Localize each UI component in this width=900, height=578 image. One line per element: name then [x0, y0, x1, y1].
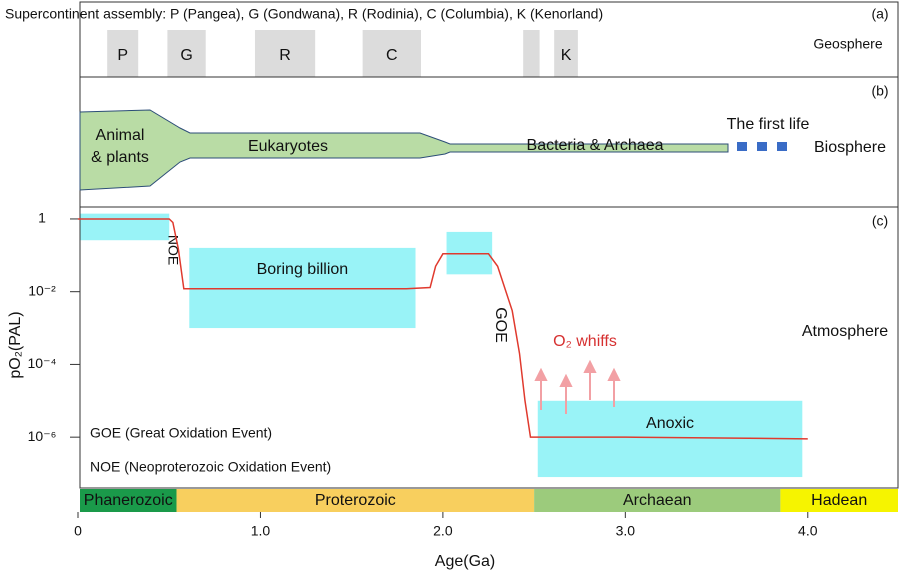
- first-life-marker: [777, 142, 787, 151]
- supercontinent-label: C: [386, 47, 398, 64]
- supercontinent: [107, 30, 139, 77]
- y-tick-label: 10⁻⁶: [28, 428, 57, 444]
- era-label: Archaean: [623, 492, 692, 509]
- y-axis-label: pO₂(PAL): [7, 311, 24, 378]
- supercontinent-label: K: [561, 47, 572, 64]
- band-label: Boring billion: [257, 261, 349, 278]
- supercontinent: [554, 30, 578, 77]
- sphere-label: Biosphere: [814, 139, 886, 156]
- sphere-label: Atmosphere: [802, 323, 888, 340]
- annotation: GOE: [492, 307, 509, 343]
- supercontinent-label: P: [117, 47, 128, 64]
- whiff-arrows: [534, 359, 621, 414]
- x-tick-label: 3.0: [616, 523, 636, 539]
- era-bar: [176, 489, 535, 512]
- y-tick-label: 10⁻²: [28, 282, 56, 298]
- era-bar: [80, 489, 177, 512]
- data-line: [78, 218, 808, 440]
- panel-label: (a): [871, 6, 888, 22]
- annotation: GOE (Great Oxidation Event): [90, 425, 272, 441]
- supercontinent: [167, 30, 206, 77]
- panel-label: (c): [872, 213, 888, 229]
- y-tick-label: 10⁻⁴: [28, 355, 57, 371]
- era-label: Hadean: [811, 492, 867, 509]
- biosphere-group: Animal: [96, 127, 145, 144]
- supercontinent: [362, 30, 421, 77]
- panel-label: (b): [871, 83, 888, 99]
- supercontinent-label: R: [279, 47, 291, 64]
- range-band: [79, 213, 170, 241]
- range-band: [189, 247, 416, 329]
- era-label: Phanerozoic: [84, 492, 173, 509]
- supercontinent-label: G: [180, 47, 192, 64]
- y-tick-label: 1: [38, 210, 46, 226]
- era-label: Proterozoic: [315, 492, 396, 509]
- annotation: O₂ whiffs: [553, 333, 617, 350]
- first-life-marker: [737, 142, 747, 151]
- biosphere-group: The first life: [727, 116, 810, 133]
- biosphere-shape: [79, 109, 729, 191]
- x-axis-label: Age(Ga): [435, 553, 495, 570]
- era-bar: [534, 489, 781, 512]
- annotation: NOE (Neoproterozoic Oxidation Event): [90, 459, 331, 475]
- sphere-label: Geosphere: [813, 36, 882, 52]
- biosphere-group: & plants: [91, 149, 149, 166]
- supercontinent: [254, 30, 316, 77]
- supercontinent: [523, 30, 540, 77]
- biosphere-group: Eukaryotes: [248, 138, 328, 155]
- frame: [79, 1, 899, 489]
- x-tick-label: 4.0: [798, 523, 818, 539]
- biosphere-group: Bacteria & Archaea: [527, 137, 664, 154]
- x-tick-label: 1.0: [251, 523, 271, 539]
- background-layer: [79, 30, 803, 478]
- first-life-marker: [757, 142, 767, 151]
- band-label: Anoxic: [646, 415, 694, 432]
- x-tick-label: 0: [74, 523, 82, 539]
- geosphere-title: Supercontinent assembly: P (Pangea), G (…: [5, 6, 603, 22]
- era-bar: [780, 489, 898, 512]
- x-tick-label: 2.0: [433, 523, 453, 539]
